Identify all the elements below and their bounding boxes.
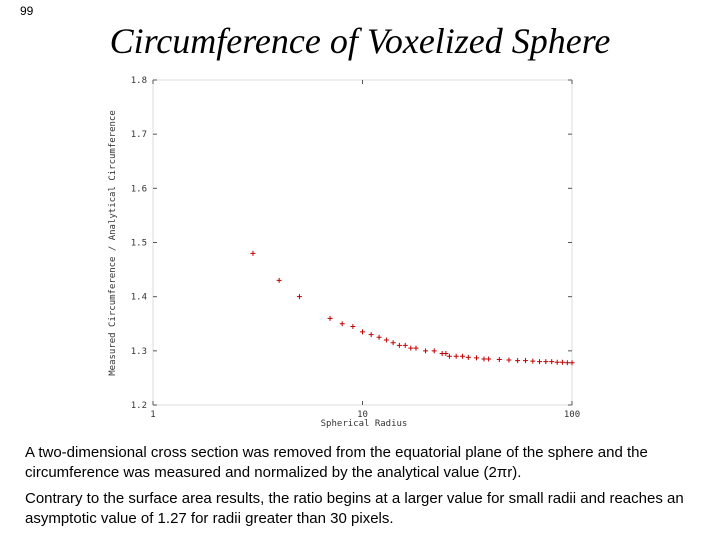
point [481,356,487,362]
y-tick-label: 1.2 [131,401,147,411]
x-tick-label: 100 [564,410,580,420]
point [543,359,549,365]
plot-frame [152,79,573,406]
point [496,357,502,362]
point [453,353,459,359]
point [413,345,419,351]
point [554,359,560,365]
point [549,359,555,365]
slide-title: Circumference of Voxelized Sphere [109,21,611,61]
point [408,345,414,351]
point [296,294,302,300]
point [250,250,256,256]
y-axis-label: Measured Circumference / Analytical Circ… [108,110,118,376]
point [530,358,536,364]
point [443,351,449,357]
x-axis-label: Spherical Radius [321,419,408,429]
point [276,277,282,283]
point [523,358,529,364]
y-tick-label: 1.4 [131,293,147,303]
point [423,348,429,354]
y-tick-label: 1.5 [131,239,147,249]
y-tick-label: 1.7 [131,130,147,140]
point [537,359,543,365]
y-tick-label: 1.3 [131,347,147,357]
point [376,334,382,340]
point [515,358,521,364]
point [564,360,570,366]
point [327,315,333,321]
page-number: 99 [20,4,34,18]
chart: Spherical Radius Measured Circumference … [108,76,580,429]
point [368,332,374,338]
point [360,329,365,335]
point [486,356,492,362]
point [559,359,565,365]
point [383,337,389,343]
paragraph: Contrary to the surface area results, th… [25,490,684,527]
point [473,355,479,361]
point [431,348,437,354]
point [465,354,471,360]
point [446,353,452,359]
x-tick-label: 1 [150,410,155,420]
point [506,357,512,363]
point [569,360,575,366]
paragraph: A two-dimensional cross section was remo… [25,444,648,481]
y-tick-label: 1.6 [131,184,147,194]
point [396,342,402,348]
point [402,342,408,348]
point [350,323,356,329]
point [459,353,465,359]
point [390,340,396,346]
point [339,321,345,327]
y-tick-label: 1.8 [131,76,147,86]
x-tick-label: 10 [357,410,368,420]
